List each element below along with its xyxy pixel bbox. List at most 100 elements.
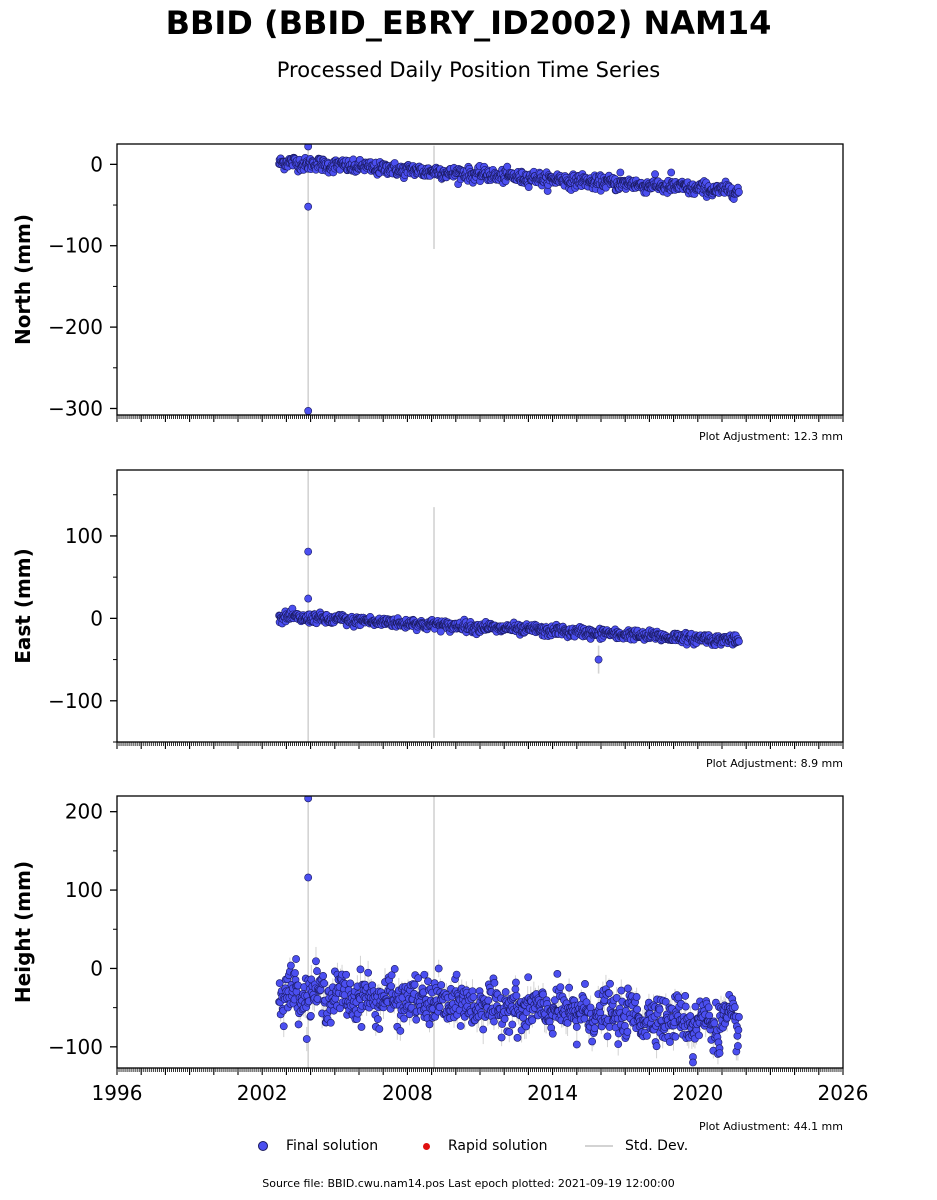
y-axis-label: Height (mm) (11, 861, 35, 1003)
data-point (469, 993, 478, 1001)
plot-area (275, 144, 743, 415)
panel-1: 0 −100 −200 −300 North (mm) Plot Adjustment: … (11, 143, 844, 443)
data-point (375, 1025, 384, 1033)
plot-area (275, 470, 743, 742)
data-point (484, 996, 493, 1005)
data-point (633, 1005, 642, 1014)
data-point (582, 998, 591, 1007)
y-tick-label: 0 (90, 606, 103, 630)
data-point (304, 796, 313, 803)
data-point (661, 997, 670, 1006)
data-point (572, 1040, 581, 1049)
data-point (588, 1037, 597, 1046)
legend-label-rapid: Rapid solution (448, 1138, 548, 1154)
data-point (548, 1029, 557, 1038)
data-point (505, 1028, 514, 1036)
data-point (539, 990, 547, 999)
data-point (304, 873, 313, 882)
y-tick-label: 200 (65, 800, 103, 824)
chart-subtitle: Processed Daily Position Time Series (276, 58, 661, 82)
plot-area (275, 796, 743, 1068)
data-point (434, 964, 443, 973)
data-point (479, 1025, 488, 1034)
plot-adjustment-note: Plot Adjustment: 12.3 mm (699, 430, 843, 443)
data-point (279, 1022, 288, 1031)
data-point (614, 1040, 623, 1049)
data-point (563, 1019, 572, 1027)
data-point (304, 144, 313, 151)
data-point (435, 1003, 444, 1012)
data-point (617, 986, 626, 995)
legend-item-rapid: Rapid solution (423, 1138, 548, 1154)
data-point (319, 971, 328, 980)
legend-item-final: Final solution (258, 1138, 378, 1154)
data-point (313, 967, 321, 975)
data-point (695, 1031, 703, 1040)
data-point (490, 979, 499, 987)
data-point (632, 993, 641, 1001)
data-point (501, 988, 510, 996)
data-point (681, 1002, 690, 1011)
data-point (519, 1013, 527, 1022)
y-tick-label: −100 (48, 689, 103, 713)
data-point (730, 1003, 739, 1012)
data-point (410, 980, 419, 989)
data-point (412, 1015, 421, 1024)
plot-adjustment-note: Plot Adjustment: 8.9 mm (706, 757, 843, 770)
data-point (304, 407, 313, 415)
data-point (651, 170, 659, 179)
data-point (275, 979, 284, 988)
data-point (710, 1019, 719, 1028)
y-tick-label: −200 (48, 315, 103, 339)
data-point (373, 1015, 382, 1024)
data-point (420, 970, 429, 979)
data-point (452, 970, 461, 979)
data-point (425, 1020, 434, 1029)
data-point (623, 1027, 632, 1036)
legend: Final solution Rapid solution Std. Dev. (0, 1138, 937, 1158)
data-point (396, 1026, 405, 1035)
data-point (606, 979, 614, 988)
data-point (735, 637, 743, 646)
data-point (565, 983, 574, 992)
data-point (356, 965, 365, 974)
data-point (294, 1020, 303, 1029)
data-point (616, 168, 625, 177)
data-point (306, 1012, 315, 1020)
x-tick-label: 1996 (92, 1081, 143, 1105)
data-point (524, 183, 533, 192)
data-point (705, 1011, 714, 1020)
data-point (357, 1023, 366, 1031)
data-point (652, 1042, 661, 1051)
y-tick-label: −100 (48, 1035, 103, 1059)
data-point (691, 1002, 700, 1011)
data-point (512, 978, 520, 987)
data-point (594, 655, 603, 664)
data-point (689, 1058, 697, 1067)
data-point (556, 983, 565, 992)
x-tick-label: 2008 (382, 1081, 433, 1105)
data-point (304, 547, 313, 556)
plot-adjustment-note: Plot Adjustment: 44.1 mm (699, 1120, 843, 1130)
data-point (437, 981, 446, 989)
data-point (302, 1035, 311, 1043)
data-point (624, 984, 632, 993)
x-tick-label: 2014 (527, 1081, 578, 1105)
data-point (513, 1033, 522, 1042)
data-point (603, 1032, 612, 1041)
data-point (612, 994, 621, 1002)
data-point (734, 1026, 743, 1034)
plot-frame (116, 469, 844, 743)
data-point (655, 1005, 664, 1014)
y-axis-label: East (mm) (11, 548, 35, 664)
data-point (400, 1014, 408, 1023)
data-point (735, 188, 743, 196)
std-dev-line-icon (585, 1145, 613, 1147)
data-point (291, 969, 299, 977)
data-point (326, 1018, 335, 1027)
y-tick-label: 0 (90, 152, 103, 176)
x-tick-label: 2020 (672, 1081, 723, 1105)
data-point (642, 1031, 651, 1040)
rapid-solution-marker-icon (423, 1142, 430, 1150)
data-point (715, 1049, 724, 1058)
